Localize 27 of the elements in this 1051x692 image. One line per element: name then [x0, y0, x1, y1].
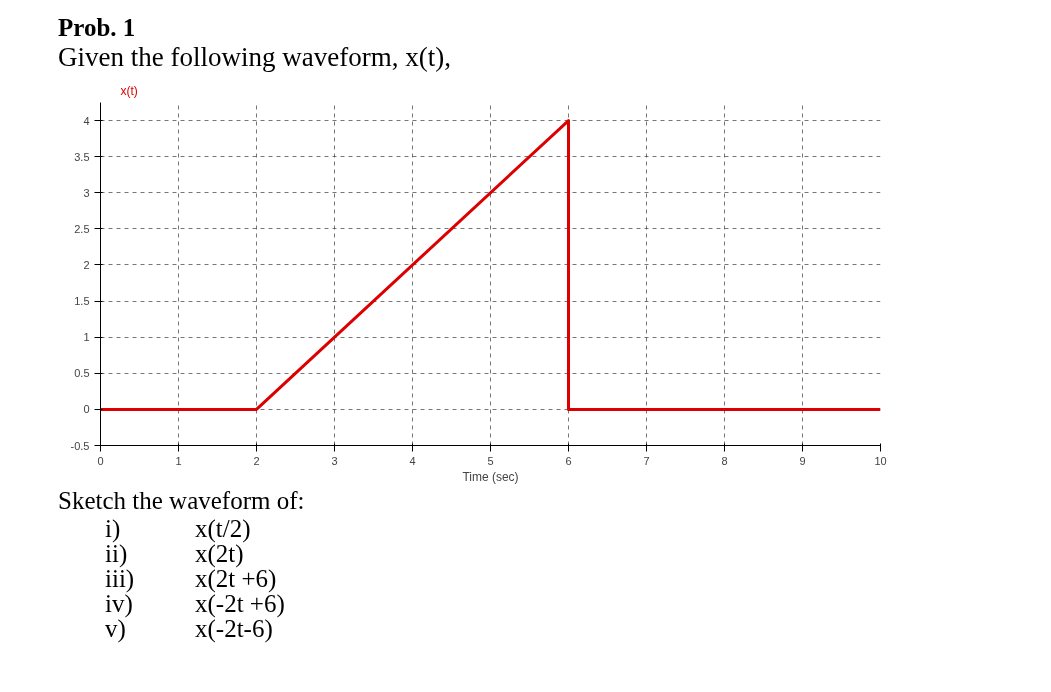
- y-tick-label: 1: [83, 331, 90, 344]
- x-tick-label: 2: [253, 454, 260, 467]
- y-tick-label: 2: [83, 258, 90, 271]
- y-tick-label: 1.5: [74, 295, 90, 308]
- x-tick-label: 4: [409, 454, 416, 467]
- x-tick-label: 6: [565, 454, 572, 467]
- x-tick-label: 8: [721, 454, 728, 467]
- chart-subtitle: Given the following waveform, x(t),: [58, 42, 451, 72]
- chart-title: Prob. 1: [58, 14, 137, 42]
- x-tick-label: 9: [799, 454, 806, 467]
- x-tick-label: 5: [487, 454, 494, 467]
- y-tick-label: -0.5: [70, 439, 90, 452]
- y-tick-label: 4: [83, 114, 90, 127]
- x-tick-label: 3: [331, 454, 338, 467]
- y-tick-label: 2.5: [74, 222, 90, 235]
- x-tick-label: 7: [643, 454, 650, 467]
- x-tick-label: 0: [97, 454, 104, 467]
- y-tick-label: 0.5: [74, 367, 90, 380]
- x-tick-label: 10: [874, 454, 887, 467]
- x-tick-label: 1: [175, 454, 182, 467]
- y-tick-label: 3.5: [74, 150, 90, 163]
- y-tick-label: 0: [83, 403, 90, 416]
- text: i) x(t/2): [105, 515, 251, 542]
- y-axis-title: x(t): [120, 83, 138, 98]
- y-tick-label: 3: [83, 186, 90, 199]
- text: Sketch the waveform of:: [58, 486, 305, 516]
- x-axis-title: Time (sec): [462, 469, 519, 484]
